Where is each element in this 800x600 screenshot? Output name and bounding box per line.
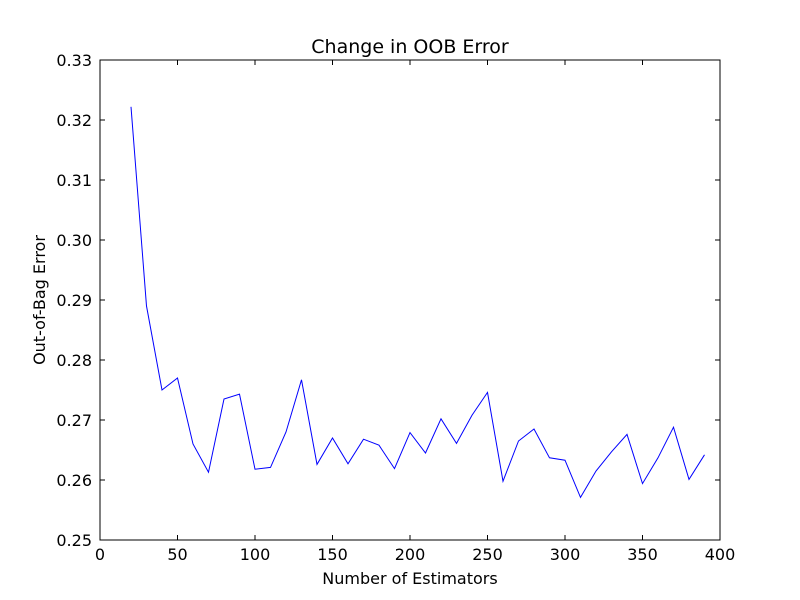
x-tick-label: 350 xyxy=(627,545,658,564)
y-tick-label: 0.25 xyxy=(56,531,92,550)
y-tick-label: 0.27 xyxy=(56,411,92,430)
x-tick-label: 400 xyxy=(705,545,736,564)
y-tick-label: 0.29 xyxy=(56,291,92,310)
x-tick-label: 300 xyxy=(550,545,581,564)
x-tick-label: 250 xyxy=(472,545,503,564)
plot-area: 0 50 100 150 200 250 300 350 400 0.250.260.270.2… xyxy=(56,51,735,564)
y-tick-label: 0.33 xyxy=(56,51,92,70)
x-axis-label: Number of Estimators xyxy=(322,569,497,588)
y-axis-label: Out-of-Bag Error xyxy=(30,235,49,365)
y-tick-label: 0.30 xyxy=(56,231,92,250)
chart-title: Change in OOB Error xyxy=(311,36,509,58)
y-tick-label: 0.31 xyxy=(56,171,92,190)
x-tick-label: 0 xyxy=(95,545,105,564)
series-line xyxy=(130,106,705,499)
y-tick-label: 0.28 xyxy=(56,351,92,370)
y-axis-ticks: 0.25 0.26 0.27 0.28 0.29 0.30 0.31 0.32 0.33 xyxy=(56,51,720,550)
x-tick-label: 150 xyxy=(317,545,348,564)
plot-frame xyxy=(99,59,721,541)
x-tick-label: 200 xyxy=(395,545,426,564)
y-tick-label: 0.26 xyxy=(56,471,92,490)
y-tick-label: 0.32 xyxy=(56,111,92,130)
x-tick-label: 100 xyxy=(240,545,271,564)
x-axis-ticks: 0 50 100 150 200 250 300 350 400 xyxy=(95,60,735,564)
x-tick-label: 50 xyxy=(167,545,187,564)
